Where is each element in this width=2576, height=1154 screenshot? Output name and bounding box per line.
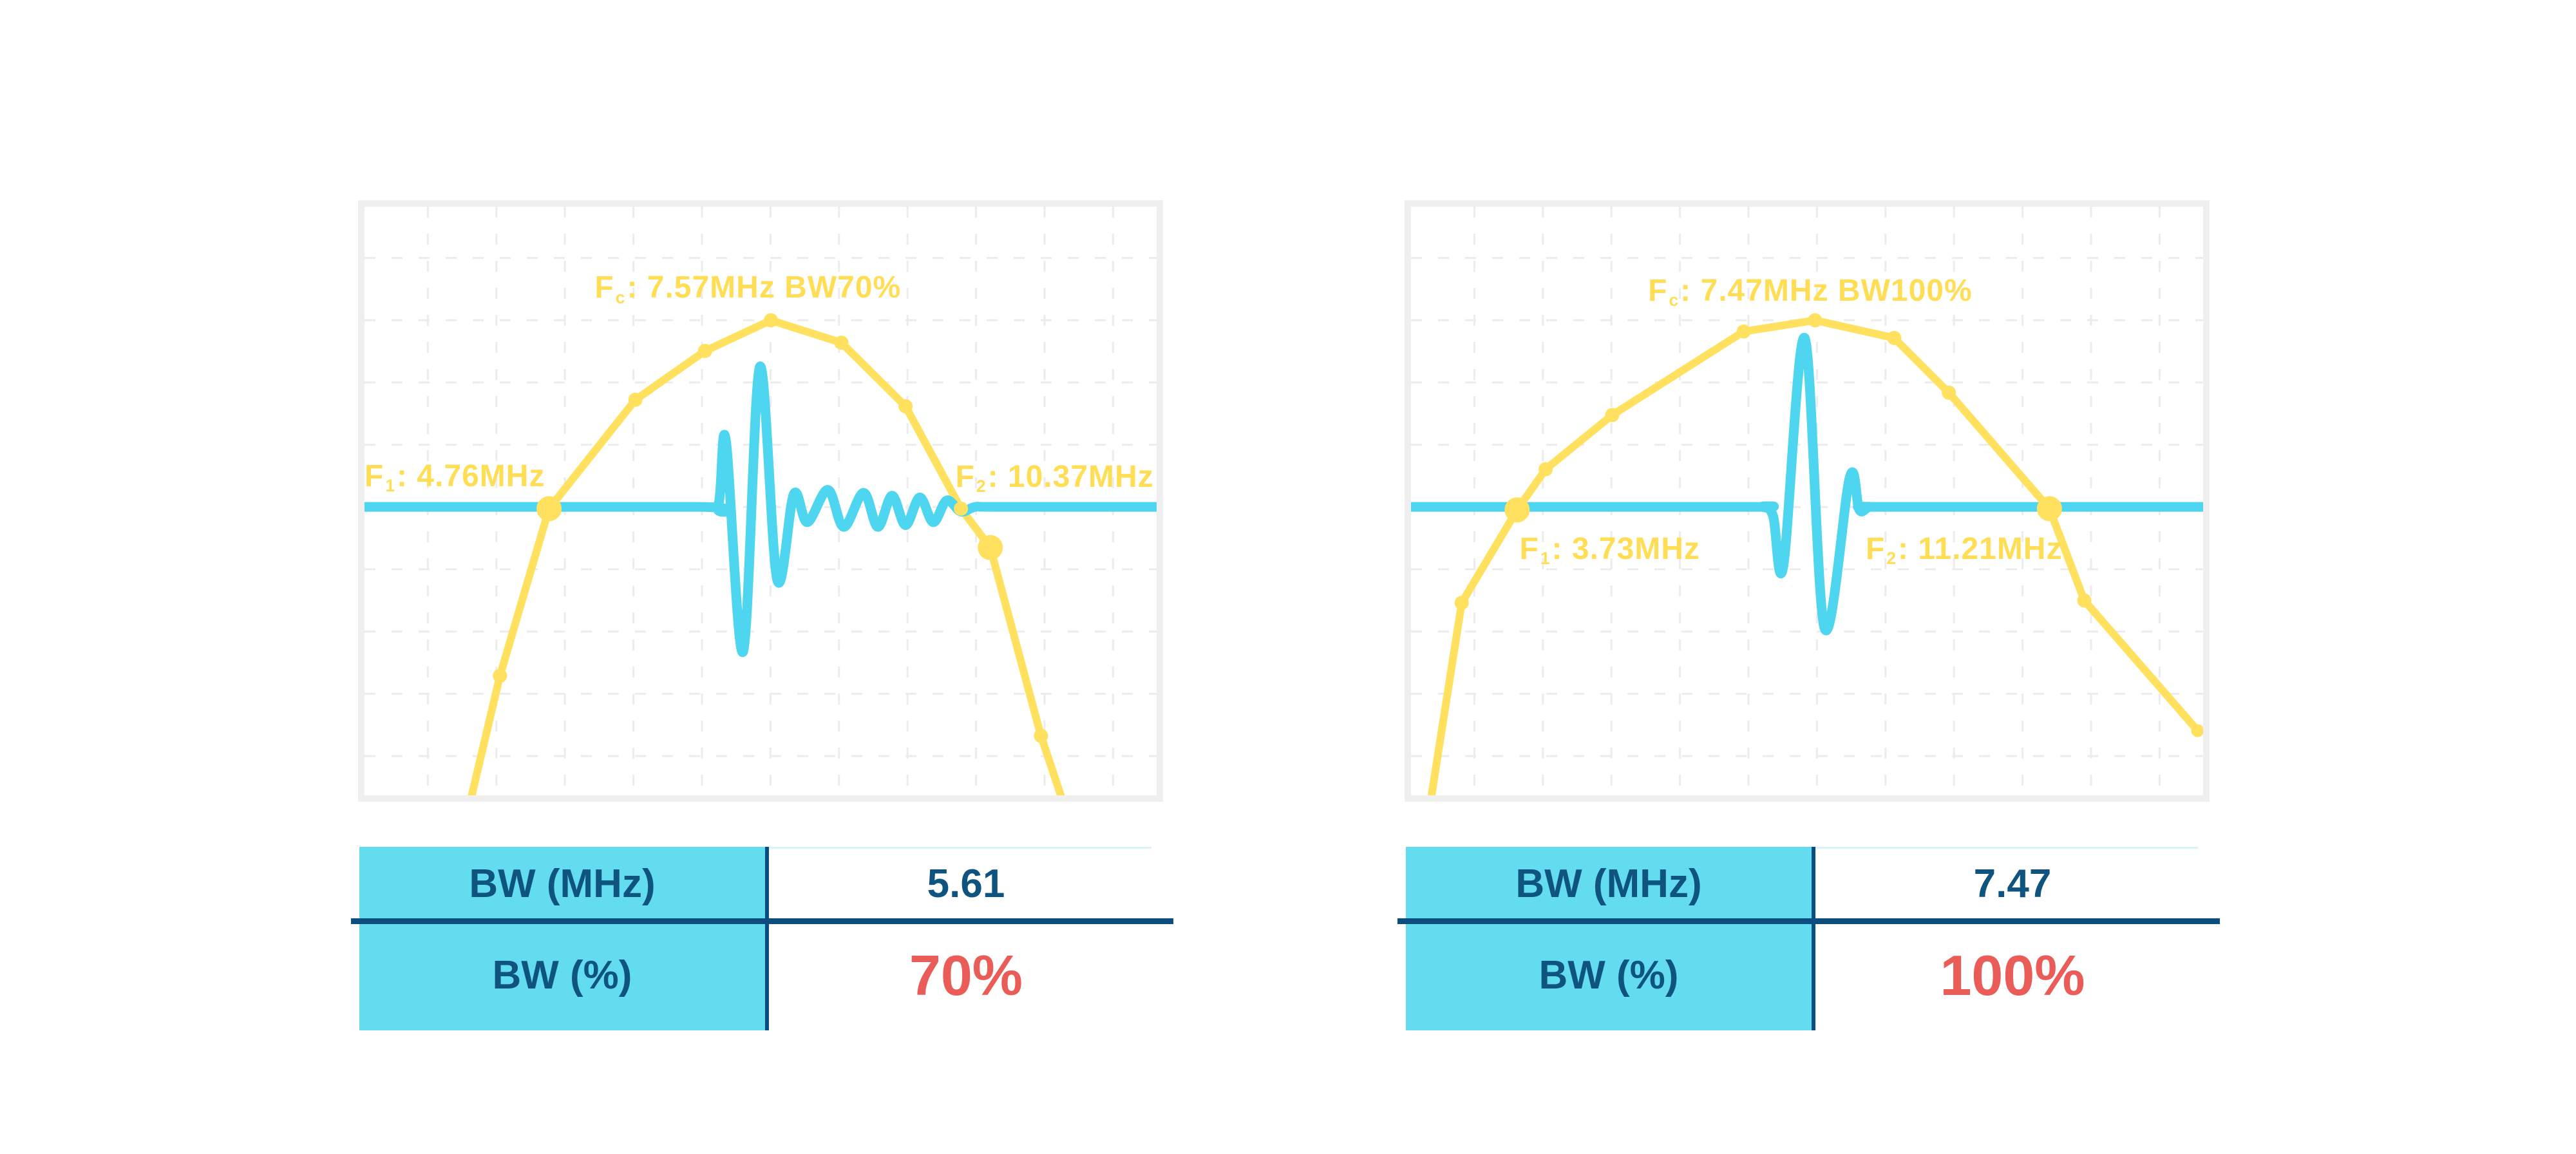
f1-label-base: F [1519,531,1539,566]
chart-plot-area [1411,207,2203,795]
f2-label-subscript: 2 [1886,549,1897,569]
table-row-divider [351,918,1173,924]
f2-label-base: F [955,459,975,494]
panel-bw70: Fc: 7.57MHz BW70% F1: 4.76MHz F2: 10.37M… [351,200,1173,1030]
table-top-border [765,847,1151,849]
f1-label-base: F [365,459,384,493]
table-label-bw-pct: BW (%) [1539,953,1679,998]
f2-label-value: : 10.37MHz [987,459,1154,494]
f2-annotation: F2: 10.37MHz [955,459,1154,496]
table-label-bw-mhz: BW (MHz) [469,861,656,906]
bandwidth-table-bw100: BW (MHz) 7.47 BW (%) 100% [1397,847,2220,1030]
table-value-bw-mhz: 5.61 [927,861,1005,906]
f2-annotation: F2: 11.21MHz [1866,531,2063,569]
table-header-column [1406,847,1812,1030]
table-value-bw-mhz: 7.47 [1973,861,2052,906]
f1-annotation: F1: 4.76MHz [365,459,545,496]
table-label-bw-pct: BW (%) [492,953,632,998]
spectrum-chart-bw100: Fc: 7.47MHz BW100% F1: 3.73MHz F2: 11.21… [1405,200,2210,802]
f1-label-value: : 3.73MHz [1551,531,1700,566]
table-column-divider [765,847,769,1030]
f2-label-subscript: 2 [976,476,987,496]
fc-annotation: Fc: 7.47MHz BW100% [1648,273,1973,310]
chart-plot-area [365,207,1157,795]
table-value-bw-pct: 70% [909,943,1023,1007]
fc-label-value: : 7.47MHz BW100% [1680,273,1973,308]
table-top-border [1812,847,2198,849]
fc-annotation: Fc: 7.57MHz BW70% [594,270,902,306]
bandwidth-table-bw70: BW (MHz) 5.61 BW (%) 70% [351,847,1173,1030]
f1-annotation: F1: 3.73MHz [1519,531,1700,569]
table-value-bw-pct: 100% [1940,943,2085,1007]
panel-bw100: Fc: 7.47MHz BW100% F1: 3.73MHz F2: 11.21… [1397,200,2220,1030]
f1-label-subscript: 1 [385,476,396,496]
f2-label-value: : 11.21MHz [1898,531,2063,566]
table-column-divider [1812,847,1815,1030]
table-header-column [359,847,765,1030]
fc-label-value: : 7.57MHz BW70% [627,270,902,305]
f1-label-subscript: 1 [1540,549,1551,569]
table-label-bw-mhz: BW (MHz) [1515,861,1702,906]
table-row-divider [1397,918,2220,924]
f2-label-base: F [1866,531,1886,566]
fc-label-base: F [1648,273,1668,308]
spectrum-chart-bw70: Fc: 7.57MHz BW70% F1: 4.76MHz F2: 10.37M… [358,200,1163,802]
fc-label-subscript: c [615,287,626,307]
f1-label-value: : 4.76MHz [397,459,545,493]
fc-label-base: F [594,270,614,305]
fc-label-subscript: c [1669,290,1680,310]
